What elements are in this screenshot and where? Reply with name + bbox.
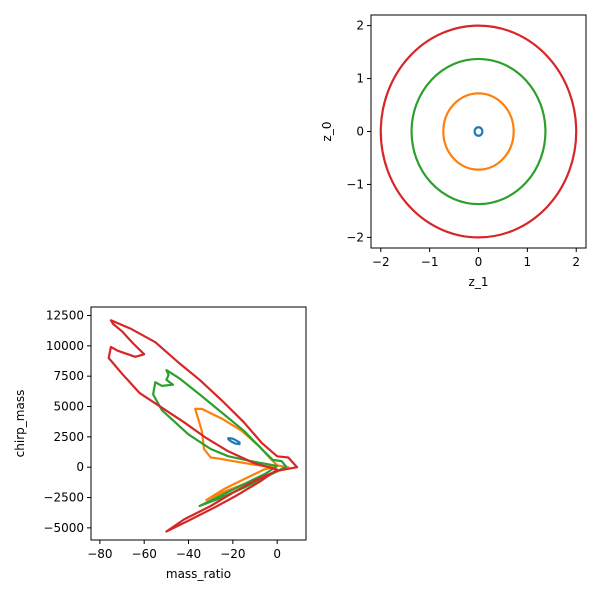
y-tick-label: 2500 <box>53 430 84 444</box>
x-tick-label: −20 <box>220 547 245 561</box>
series-contour <box>379 24 578 239</box>
x-tick-label: −1 <box>421 255 439 269</box>
series-contour <box>152 369 288 508</box>
mass-ratio-chirp-mass-scatter-chart: −80 −60 −40 −20 0 −5000 −2500 0 2500 5000 7500 1000… <box>13 306 307 581</box>
y-tick-label: 5000 <box>53 400 84 414</box>
y-tick-label: −2500 <box>43 491 84 505</box>
y-axis-label: z_0 <box>320 122 334 142</box>
y-tick-label: −1 <box>346 177 364 191</box>
z1-z0-scatter-chart: −2 −1 0 1 2 −2 −1 0 1 2 z_1 z_0 <box>320 14 587 289</box>
y-tick-label: 2 <box>356 19 364 33</box>
series-contour <box>442 92 515 171</box>
y-tick-label: 10000 <box>46 339 84 353</box>
series-contour <box>410 57 547 206</box>
y-tick-label: −2 <box>346 230 364 244</box>
x-tick-label: 2 <box>572 255 580 269</box>
series-contour <box>473 126 484 137</box>
x-tick-label: 0 <box>273 547 281 561</box>
series-contour <box>227 437 241 446</box>
x-tick-label: −60 <box>132 547 157 561</box>
y-tick-label: −5000 <box>43 521 84 535</box>
plot-frame <box>90 306 307 541</box>
y-tick-label: 7500 <box>53 369 84 383</box>
y-tick-label: 12500 <box>46 308 84 322</box>
x-tick-label: −80 <box>87 547 112 561</box>
series-contour <box>107 319 299 533</box>
y-tick-label: 0 <box>76 460 84 474</box>
x-tick-label: 1 <box>524 255 532 269</box>
x-axis-label: mass_ratio <box>166 567 231 581</box>
x-tick-label: −2 <box>372 255 390 269</box>
x-axis-label: z_1 <box>469 275 489 289</box>
plot-frame <box>370 14 587 249</box>
x-tick-label: 0 <box>475 255 483 269</box>
x-tick-label: −40 <box>176 547 201 561</box>
y-axis-label: chirp_mass <box>13 390 27 458</box>
y-tick-label: 0 <box>356 125 364 139</box>
y-tick-label: 1 <box>356 72 364 86</box>
